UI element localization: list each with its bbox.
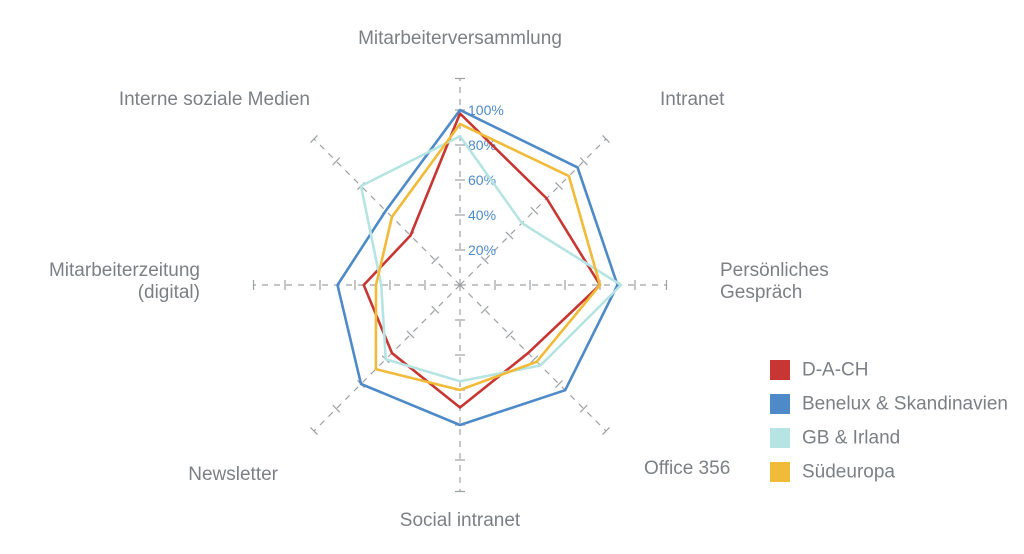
axis-label: Intranet: [660, 89, 725, 110]
axis-label: Office 356: [644, 458, 730, 479]
axis-label: Newsletter: [188, 464, 278, 485]
legend-label: D-A-CH: [802, 360, 869, 381]
axis-label: Mitarbeiterzeitung(digital): [49, 260, 200, 303]
radar-end-tick: [310, 427, 317, 434]
axis-label: Social intranet: [400, 510, 521, 531]
legend-swatch: [770, 394, 790, 414]
scale-label: 20%: [468, 242, 496, 258]
radar-end-tick: [602, 427, 609, 434]
legend-swatch: [770, 360, 790, 380]
axis-label: Interne soziale Medien: [119, 89, 310, 110]
radar-end-tick: [602, 135, 609, 142]
radar-end-tick: [310, 135, 317, 142]
radar-chart-container: 20%40%60%80%100%MitarbeiterversammlungIn…: [0, 0, 1024, 554]
legend-swatch: [770, 462, 790, 482]
legend-swatch: [770, 428, 790, 448]
scale-label: 40%: [468, 207, 496, 223]
legend-label: Südeuropa: [802, 462, 895, 483]
legend-label: Benelux & Skandinavien: [802, 394, 1008, 415]
legend-label: GB & Irland: [802, 428, 900, 449]
axis-label: PersönlichesGespräch: [720, 260, 829, 303]
radar-chart: 20%40%60%80%100%MitarbeiterversammlungIn…: [0, 0, 1024, 554]
axis-label: Mitarbeiterversammlung: [358, 28, 562, 49]
